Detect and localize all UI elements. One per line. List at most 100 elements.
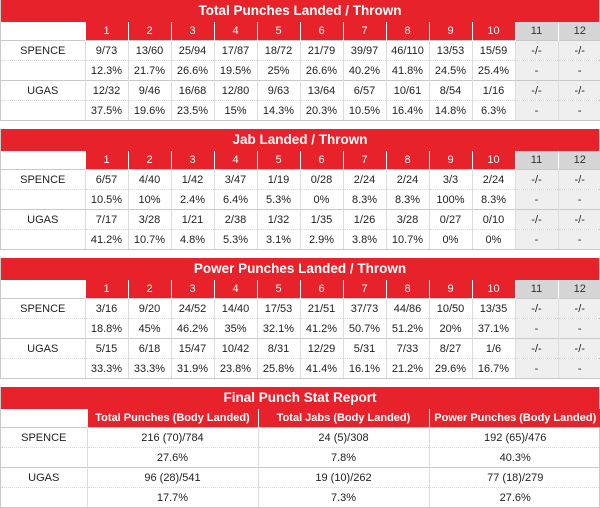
- landed-thrown-cell: -/-: [557, 80, 600, 101]
- percentage-cell: 21.7%: [127, 60, 171, 81]
- percentage-cell: 26.6%: [170, 60, 214, 81]
- final-cell: 27.6%: [86, 447, 258, 468]
- round-header: 7: [342, 151, 386, 170]
- percentage-cell: 18.8%: [84, 318, 128, 339]
- final-cell: 19 (10)/262: [257, 467, 429, 488]
- percentage-cell: 19.5%: [213, 60, 257, 81]
- final-cell: 7.3%: [257, 487, 429, 508]
- percentage-cell: 0%: [299, 189, 343, 210]
- round-header: 6: [299, 280, 343, 299]
- percentage-cell: 50.7%: [342, 318, 386, 339]
- percentage-cell: 5.3%: [213, 229, 257, 250]
- landed-thrown-cell: -/-: [557, 40, 600, 61]
- round-header: 7: [342, 22, 386, 41]
- percentage-cell: 12.3%: [84, 60, 128, 81]
- round-header: 9: [428, 280, 472, 299]
- percentage-cell: 16.4%: [385, 100, 429, 121]
- percentage-cell: 16.1%: [342, 358, 386, 379]
- final-stat-table: Total Punches (Body Landed) Total Jabs (…: [1, 409, 600, 508]
- percentage-cell: 10.7%: [127, 229, 171, 250]
- percentage-cell: 23.8%: [213, 358, 257, 379]
- landed-thrown-cell: 12/80: [213, 80, 257, 101]
- final-cell: 192 (65)/476: [428, 427, 600, 448]
- landed-thrown-cell: 21/51: [299, 298, 343, 319]
- percentage-cell: 14.3%: [256, 100, 300, 121]
- landed-thrown-cell: 18/72: [256, 40, 300, 61]
- landed-thrown-cell: 1/42: [170, 169, 214, 190]
- percentage-cell: 45%: [127, 318, 171, 339]
- power-panel: Power Punches Landed / Thrown 1 2 3 4 5 6 7 8 9 10…: [0, 258, 600, 379]
- landed-thrown-cell: -/-: [514, 298, 558, 319]
- landed-thrown-cell: 17/87: [213, 40, 257, 61]
- landed-thrown-cell: 3/47: [213, 169, 257, 190]
- percentage-cell: 35%: [213, 318, 257, 339]
- total-panel: Total Punches Landed / Thrown 1 2 3 4 5 6 7 8 9 10…: [0, 0, 600, 121]
- round-header: 1: [84, 22, 128, 41]
- final-cell: 77 (18)/279: [428, 467, 600, 488]
- landed-thrown-cell: 15/47: [170, 338, 214, 359]
- landed-thrown-cell: 6/18: [127, 338, 171, 359]
- landed-thrown-cell: -/-: [557, 298, 600, 319]
- percentage-cell: 8.3%: [385, 189, 429, 210]
- landed-thrown-cell: 5/31: [342, 338, 386, 359]
- final-fighter-name: UGAS: [1, 467, 87, 488]
- round-header: 3: [170, 22, 214, 41]
- round-header: 5: [256, 151, 300, 170]
- landed-thrown-cell: 1/6: [471, 338, 515, 359]
- final-stat-title: Final Punch Stat Report: [1, 387, 599, 409]
- landed-thrown-cell: 2/24: [471, 169, 515, 190]
- landed-thrown-cell: 1/21: [170, 209, 214, 230]
- percentage-cell: 32.1%: [256, 318, 300, 339]
- landed-thrown-cell: 9/20: [127, 298, 171, 319]
- final-col-jabs: Total Jabs (Body Landed): [257, 409, 429, 428]
- percentage-cell: 10.7%: [385, 229, 429, 250]
- landed-thrown-cell: -/-: [514, 80, 558, 101]
- total-panel-title: Total Punches Landed / Thrown: [1, 0, 599, 22]
- percentage-cell: 4.8%: [170, 229, 214, 250]
- landed-thrown-cell: 4/40: [127, 169, 171, 190]
- round-header: 2: [127, 280, 171, 299]
- landed-thrown-cell: -/-: [514, 40, 558, 61]
- round-header: 6: [299, 22, 343, 41]
- percentage-cell: 3.1%: [256, 229, 300, 250]
- round-header: 9: [428, 22, 472, 41]
- landed-thrown-cell: -/-: [514, 338, 558, 359]
- final-cell: 96 (28)/541: [86, 467, 258, 488]
- round-header: 11: [514, 151, 558, 170]
- percentage-cell: 0%: [471, 229, 515, 250]
- fighter-name: UGAS: [1, 338, 85, 359]
- percentage-cell: -: [514, 229, 558, 250]
- percentage-cell: 23.5%: [170, 100, 214, 121]
- percentage-cell: 10.5%: [84, 189, 128, 210]
- percentage-cell: 14.8%: [428, 100, 472, 121]
- total-stat-table: 1 2 3 4 5 6 7 8 9 10 11 12 SPENCE 9/73 13/60 25/94 17/87…: [1, 22, 600, 121]
- percentage-cell: -: [557, 358, 600, 379]
- percentage-cell: 19.6%: [127, 100, 171, 121]
- landed-thrown-cell: 13/64: [299, 80, 343, 101]
- round-header: 11: [514, 22, 558, 41]
- power-stat-table: 1 2 3 4 5 6 7 8 9 10 11 12 SPENCE 3/16 9/20 24/52 14/40 1…: [1, 280, 600, 379]
- power-panel-title: Power Punches Landed / Thrown: [1, 258, 599, 280]
- landed-thrown-cell: 5/15: [84, 338, 128, 359]
- percentage-cell: 16.7%: [471, 358, 515, 379]
- landed-thrown-cell: 8/54: [428, 80, 472, 101]
- percentage-cell: 2.9%: [299, 229, 343, 250]
- round-header: 10: [471, 280, 515, 299]
- final-col-total: Total Punches (Body Landed): [86, 409, 258, 428]
- final-cell: 27.6%: [428, 487, 600, 508]
- landed-thrown-cell: 6/57: [342, 80, 386, 101]
- percentage-cell: 41.2%: [84, 229, 128, 250]
- landed-thrown-cell: 44/86: [385, 298, 429, 319]
- percentage-cell: 41.4%: [299, 358, 343, 379]
- round-header: 12: [557, 280, 600, 299]
- final-stat-panel: Final Punch Stat Report Total Punches (B…: [0, 387, 600, 508]
- jab-panel-title: Jab Landed / Thrown: [1, 129, 599, 151]
- percentage-cell: -: [514, 189, 558, 210]
- percentage-cell: 15%: [213, 100, 257, 121]
- percentage-cell: 33.3%: [127, 358, 171, 379]
- round-header: 4: [213, 280, 257, 299]
- percentage-cell: 25%: [256, 60, 300, 81]
- landed-thrown-cell: 12/32: [84, 80, 128, 101]
- landed-thrown-cell: 39/97: [342, 40, 386, 61]
- round-header: 6: [299, 151, 343, 170]
